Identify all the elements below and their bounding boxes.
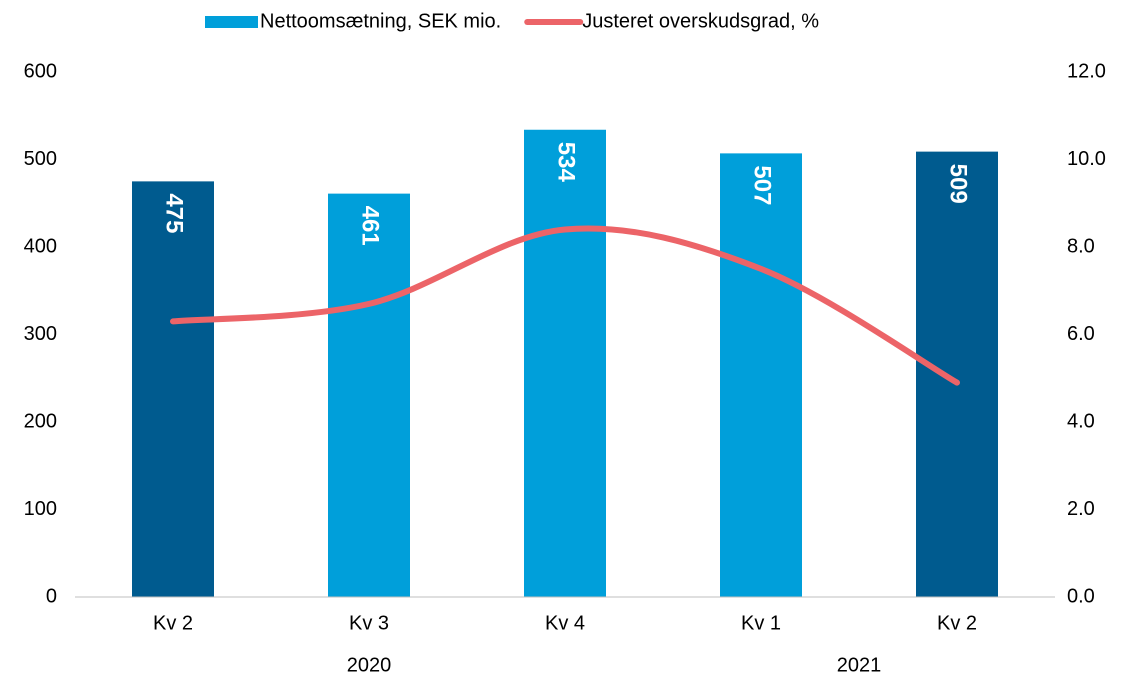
bar (916, 151, 998, 597)
y2-tick-label: 10.0 (1067, 148, 1106, 170)
bar (328, 193, 410, 597)
y-tick-label: 500 (24, 148, 57, 170)
x-group-label: 2020 (347, 654, 392, 676)
x-tick-label: Kv 3 (349, 612, 389, 634)
bar (132, 181, 214, 597)
data-label: 509 (945, 164, 972, 204)
data-label: 507 (749, 165, 776, 205)
line (170, 225, 960, 386)
y2-tick-label: 0.0 (1067, 585, 1095, 607)
x-tick-label: Kv 4 (545, 612, 585, 634)
data-label: 461 (357, 206, 384, 246)
y-tick-label: 400 (24, 235, 57, 257)
y2-tick-label: 6.0 (1067, 323, 1095, 345)
y-tick-label: 100 (24, 498, 57, 520)
y-tick-label: 200 (24, 410, 57, 432)
legend-label: Nettoomsætning, SEK mio. (260, 10, 501, 32)
y-tick-label: 0 (46, 585, 57, 607)
data-label: 475 (161, 193, 188, 233)
y2-tick-label: 12.0 (1067, 60, 1106, 82)
x-tick-label: Kv 2 (937, 612, 977, 634)
x-tick-label: Kv 1 (741, 612, 781, 634)
bar (524, 129, 606, 597)
y-tick-label: 300 (24, 323, 57, 345)
y2-tick-label: 8.0 (1067, 235, 1095, 257)
x-tick-label: Kv 2 (153, 612, 193, 634)
legend-swatch (205, 16, 258, 28)
data-label: 534 (553, 142, 580, 183)
y2-tick-label: 2.0 (1067, 498, 1095, 520)
x-group-label: 2021 (837, 654, 882, 676)
bar (720, 153, 802, 597)
legend-label: Justeret overskudsgrad, % (582, 10, 819, 32)
y2-tick-label: 4.0 (1067, 410, 1095, 432)
y-tick-label: 600 (24, 60, 57, 82)
